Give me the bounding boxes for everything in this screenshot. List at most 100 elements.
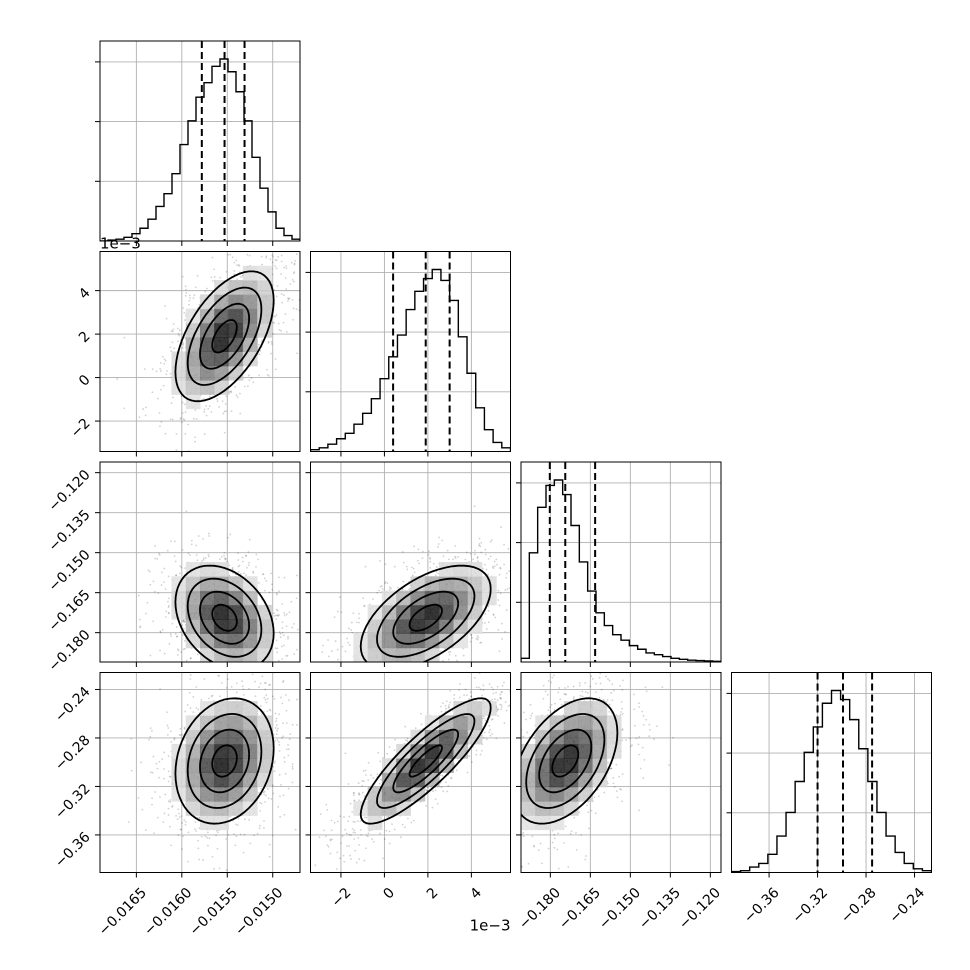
sample-point — [165, 317, 168, 320]
sample-point — [267, 340, 270, 343]
sample-point — [384, 563, 387, 566]
sample-point — [195, 418, 198, 420]
sample-point — [498, 650, 501, 653]
sample-point — [437, 546, 439, 548]
sample-point — [170, 844, 172, 847]
y-tick-label: 4 — [76, 285, 94, 303]
sample-point — [302, 736, 304, 738]
sample-point — [213, 867, 216, 870]
sample-point — [399, 682, 401, 684]
sample-point — [278, 614, 280, 616]
sample-point — [210, 695, 213, 698]
density-cell — [424, 647, 440, 662]
sample-point — [284, 772, 287, 775]
density-cell — [257, 715, 272, 731]
sample-point — [314, 864, 317, 867]
sample-point — [274, 368, 277, 371]
sample-point — [273, 322, 276, 324]
sample-point — [369, 774, 372, 776]
sample-point — [358, 617, 360, 620]
sample-point — [281, 658, 284, 660]
sample-point — [377, 751, 380, 754]
sample-point — [246, 695, 248, 697]
sample-point — [258, 680, 260, 682]
density-cell — [242, 729, 258, 745]
sample-point — [153, 590, 156, 593]
sample-point — [438, 536, 440, 539]
sample-point — [294, 828, 297, 831]
sample-point — [182, 619, 185, 622]
sample-point — [192, 696, 195, 698]
density-cell — [242, 337, 258, 352]
y-tick-label: −0.165 — [46, 587, 94, 635]
sample-point — [172, 396, 174, 399]
sample-point — [358, 612, 360, 615]
density-cell — [228, 786, 244, 802]
sample-point — [295, 574, 298, 577]
sample-point — [164, 305, 167, 307]
sample-point — [252, 247, 254, 249]
sample-point — [211, 233, 213, 235]
sample-point — [402, 678, 404, 680]
density-cell — [200, 758, 215, 773]
sample-point — [258, 827, 261, 830]
sample-point — [280, 293, 283, 295]
sample-point — [248, 538, 251, 541]
y-tick-label: −0.36 — [52, 829, 94, 871]
sample-point — [287, 754, 290, 757]
sample-point — [278, 741, 280, 743]
sample-point — [196, 653, 199, 656]
sample-point — [170, 402, 173, 405]
sample-point — [176, 648, 179, 651]
sample-point — [368, 603, 371, 606]
sample-point — [300, 665, 302, 667]
sample-point — [189, 678, 192, 680]
sample-point — [184, 411, 187, 414]
sample-point — [304, 269, 306, 271]
sample-point — [151, 391, 154, 394]
sample-point — [280, 783, 282, 786]
histogram-step — [521, 479, 721, 662]
sample-point — [265, 233, 267, 235]
sample-point — [275, 187, 277, 189]
sample-point — [230, 684, 232, 686]
sample-point — [380, 685, 382, 687]
sample-point — [179, 828, 182, 831]
sample-point — [274, 739, 277, 742]
sample-point — [157, 592, 160, 595]
sample-point — [367, 663, 369, 665]
sample-point — [169, 372, 172, 375]
sample-point — [235, 691, 238, 694]
sample-point — [270, 670, 272, 672]
sample-point — [255, 246, 257, 248]
sample-point — [275, 724, 278, 727]
sample-point — [287, 635, 289, 638]
sample-point — [401, 550, 404, 553]
sample-point — [247, 564, 250, 567]
density-cell — [228, 701, 244, 716]
density-cell — [185, 633, 201, 649]
sample-point — [411, 566, 413, 569]
sample-point — [408, 588, 411, 591]
density-cell — [396, 619, 411, 634]
sample-point — [293, 262, 296, 265]
sample-point — [288, 738, 291, 741]
sample-point — [184, 336, 187, 339]
sample-point — [174, 633, 177, 635]
sample-point — [388, 842, 391, 845]
density-cell — [214, 619, 230, 634]
sample-point — [235, 394, 238, 397]
density-cell — [424, 604, 440, 620]
sample-point — [536, 570, 538, 572]
sample-point — [271, 261, 274, 264]
sample-point — [251, 673, 254, 676]
sample-point — [380, 673, 382, 675]
sample-point — [330, 819, 333, 822]
sample-point — [341, 645, 344, 648]
sample-point — [158, 552, 161, 555]
sample-point — [286, 300, 289, 302]
sample-point — [237, 263, 240, 266]
sample-point — [330, 650, 333, 653]
sample-point — [497, 629, 500, 631]
